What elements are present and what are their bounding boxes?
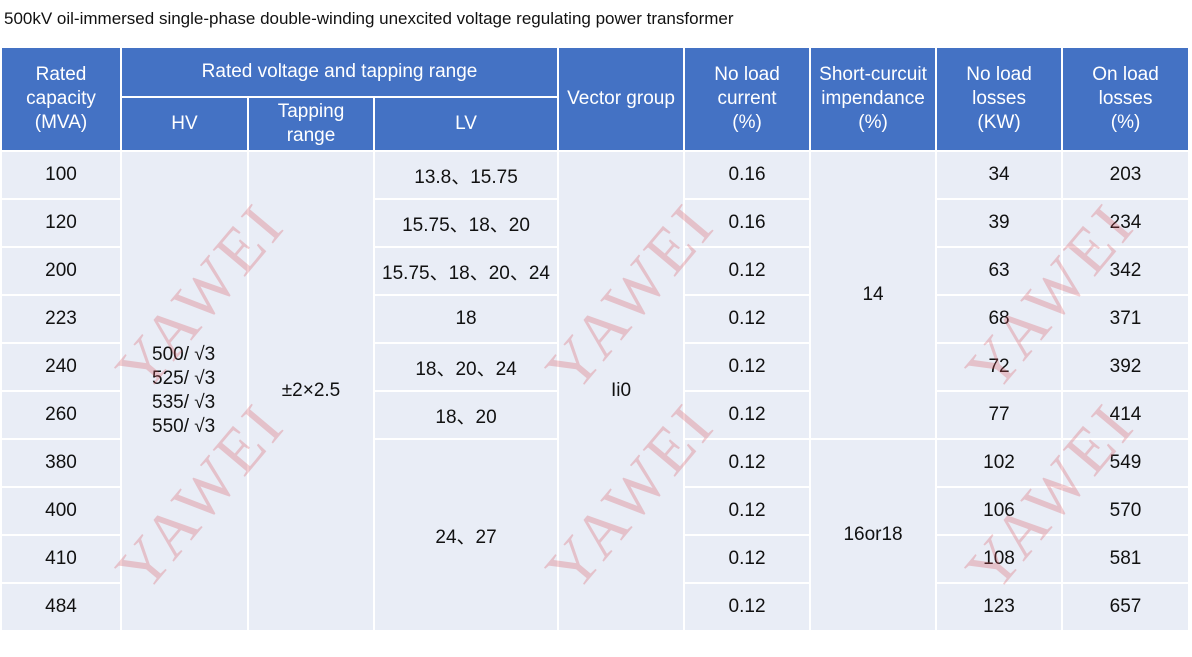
no-load-losses-cell: 34 (935, 150, 1064, 200)
capacity-cell: 380 (0, 438, 122, 488)
lv-cell: 24、27 (372, 438, 560, 632)
tapping-cell: ±2×2.5 (247, 150, 375, 632)
capacity-cell: 100 (0, 150, 122, 200)
on-load-losses-cell: 414 (1061, 390, 1191, 440)
no-load-losses-cell: 72 (935, 342, 1064, 392)
lv-cell: 15.75、18、20 (372, 198, 560, 248)
no-load-current-cell: 0.12 (683, 294, 812, 344)
no-load-current-cell: 0.12 (683, 390, 812, 440)
vector-cell: Ii0 (557, 150, 686, 632)
header-voltage-group: Rated voltage and tapping range (119, 46, 560, 98)
header-tapping: Tapping range (247, 96, 375, 152)
hv-value: 550/ √3 (152, 416, 216, 437)
table-row: 484 0.12 123 657 (0, 582, 1191, 632)
table-row: 410 0.12 108 581 (0, 534, 1191, 584)
lv-cell: 15.75、18、20、24 (372, 246, 560, 296)
header-no-load-current: No load current (%) (683, 46, 812, 152)
no-load-current-cell: 0.12 (683, 582, 812, 632)
no-load-current-cell: 0.12 (683, 534, 812, 584)
on-load-losses-cell: 234 (1061, 198, 1191, 248)
on-load-losses-cell: 342 (1061, 246, 1191, 296)
on-load-losses-cell: 570 (1061, 486, 1191, 536)
header-hv: HV (120, 96, 249, 152)
hv-value: 535/ √3 (152, 392, 216, 413)
table-row: 200 15.75、18、20、24 0.12 63 342 (0, 246, 1191, 296)
on-load-losses-cell: 371 (1061, 294, 1191, 344)
capacity-cell: 200 (0, 246, 122, 296)
no-load-losses-cell: 68 (935, 294, 1064, 344)
no-load-current-cell: 0.12 (683, 486, 812, 536)
no-load-losses-cell: 63 (935, 246, 1064, 296)
on-load-losses-cell: 392 (1061, 342, 1191, 392)
hv-cell: 500/ √3 525/ √3 535/ √3 550/ √3 (120, 150, 249, 632)
on-load-losses-cell: 549 (1061, 438, 1191, 488)
header-lv: LV (372, 96, 560, 152)
spec-table: Rated capacity (MVA) Rated voltage and t… (0, 46, 1191, 632)
table-row: 120 15.75、18、20 0.16 39 234 (0, 198, 1191, 248)
table-row: 400 0.12 106 570 (0, 486, 1191, 536)
header-on-load-losses: On load losses (%) (1061, 46, 1191, 152)
on-load-losses-cell: 657 (1061, 582, 1191, 632)
hv-value: 500/ √3 (152, 344, 216, 365)
table-row: 240 18、20、24 0.12 72 392 (0, 342, 1191, 392)
no-load-current-cell: 0.16 (683, 150, 812, 200)
capacity-cell: 240 (0, 342, 122, 392)
capacity-cell: 120 (0, 198, 122, 248)
no-load-current-cell: 0.12 (683, 246, 812, 296)
lv-cell: 18、20 (372, 390, 560, 440)
page-title: 500kV oil-immersed single-phase double-w… (4, 9, 734, 28)
lv-cell: 13.8、15.75 (372, 150, 560, 200)
capacity-cell: 223 (0, 294, 122, 344)
capacity-cell: 484 (0, 582, 122, 632)
impedance-cell: 14 (809, 150, 938, 440)
header-impedance: Short-curcuit impendance (%) (809, 46, 938, 152)
no-load-losses-cell: 106 (935, 486, 1064, 536)
table-row: 380 24、27 0.12 16or18 102 549 (0, 438, 1191, 632)
no-load-current-cell: 0.16 (683, 198, 812, 248)
no-load-losses-cell: 123 (935, 582, 1064, 632)
on-load-losses-cell: 203 (1061, 150, 1191, 200)
table-row: 260 18、20 0.12 77 414 (0, 390, 1191, 440)
hv-value: 525/ √3 (152, 368, 216, 389)
capacity-cell: 410 (0, 534, 122, 584)
capacity-cell: 260 (0, 390, 122, 440)
no-load-losses-cell: 102 (935, 438, 1064, 488)
lv-cell: 18 (372, 294, 560, 344)
table-row: 223 18 0.12 68 371 (0, 294, 1191, 344)
on-load-losses-cell: 581 (1061, 534, 1191, 584)
lv-cell: 18、20、24 (372, 342, 560, 392)
impedance-cell: 16or18 (809, 438, 938, 632)
no-load-current-cell: 0.12 (683, 438, 812, 488)
no-load-losses-cell: 39 (935, 198, 1064, 248)
header-vector: Vector group (557, 46, 686, 152)
no-load-current-cell: 0.12 (683, 342, 812, 392)
no-load-losses-cell: 108 (935, 534, 1064, 584)
header-no-load-losses: No load losses (KW) (935, 46, 1064, 152)
header-capacity: Rated capacity (MVA) (0, 46, 122, 152)
capacity-cell: 400 (0, 486, 122, 536)
no-load-losses-cell: 77 (935, 390, 1064, 440)
table-row: 100 500/ √3 525/ √3 535/ √3 550/ √3 ±2×2.5 13.… (0, 150, 1191, 632)
